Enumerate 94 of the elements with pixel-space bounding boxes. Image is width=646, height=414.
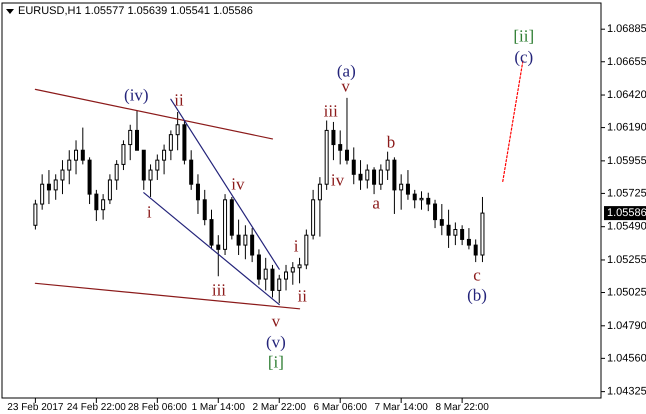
y-tick-label: 1.06885	[607, 23, 646, 36]
annotation: c	[473, 266, 482, 284]
annotation: i	[146, 202, 152, 222]
candlestick	[74, 140, 78, 175]
annotation: v	[272, 312, 281, 330]
candlestick	[318, 176, 322, 238]
candlestick	[440, 204, 444, 236]
candlestick	[108, 174, 112, 205]
candlestick	[216, 234, 220, 277]
candlestick	[284, 264, 288, 291]
candlestick	[250, 228, 254, 263]
annotation: (v)	[266, 332, 286, 352]
annotation: [ii]	[513, 26, 534, 46]
candlestick	[365, 164, 370, 189]
candlestick	[460, 224, 464, 246]
candlestick	[60, 160, 64, 195]
candlestick	[270, 264, 274, 298]
x-tick-label: 24 Feb 22:00	[66, 402, 126, 413]
candlestick	[114, 160, 119, 190]
candlestick	[176, 112, 180, 151]
candlestick	[155, 154, 160, 180]
annotation: iv	[330, 170, 345, 190]
x-tick-label: 6 Mar 06:00	[314, 402, 368, 413]
candlestick	[196, 174, 200, 214]
candlestick	[426, 192, 430, 212]
candlestick	[378, 164, 383, 190]
candlestick	[453, 222, 458, 246]
candlestick	[399, 174, 404, 210]
candlestick	[298, 257, 302, 284]
candlestick	[264, 257, 268, 291]
chart-title: EURUSD,H1 1.05577 1.05639 1.05541 1.05586	[18, 5, 253, 17]
annotation: i	[294, 236, 299, 256]
annotation: (b)	[467, 286, 487, 304]
candlestick	[338, 130, 342, 165]
y-tick-label: 1.04790	[607, 320, 646, 332]
x-tick-label: 28 Feb 06:00	[128, 402, 188, 413]
y-tick-label: 1.04325	[607, 386, 646, 398]
annotation: (iv)	[124, 86, 149, 104]
annotation: ii	[298, 286, 308, 306]
candlestick	[128, 124, 132, 161]
candlestick	[352, 146, 356, 185]
candlestick	[46, 170, 51, 205]
annotation: [i]	[268, 352, 284, 372]
candlestick	[121, 140, 126, 171]
y-tick-label: 1.06420	[607, 89, 646, 102]
candlestick	[148, 164, 153, 198]
candlestick	[372, 166, 376, 195]
y-tick-label: 1.06655	[607, 56, 646, 68]
candlestick	[54, 174, 58, 200]
candlestick	[202, 189, 207, 226]
y-tick-label: 1.04560	[607, 352, 646, 364]
candlestick	[277, 274, 282, 304]
candlestick	[101, 194, 106, 220]
candlestick	[80, 127, 85, 165]
candlestick	[94, 189, 98, 222]
candlestick	[236, 219, 241, 256]
candlestick	[67, 150, 72, 185]
candlestick	[331, 121, 336, 161]
candlestick	[446, 209, 451, 248]
annotation: a	[372, 194, 380, 212]
y-tick-label: 1.05490	[607, 220, 646, 233]
candlestick	[162, 144, 166, 175]
candlestick	[474, 238, 478, 263]
annotation: iii	[212, 280, 226, 300]
annotation: iii	[324, 102, 338, 120]
candlestick	[134, 110, 139, 151]
x-tick-label: 1 Mar 14:00	[192, 402, 246, 413]
annotation: b	[386, 132, 396, 152]
candlestick	[358, 160, 363, 190]
y-tick-label: 1.05955	[607, 154, 646, 167]
y-tick-label: 1.06190	[607, 122, 646, 134]
y-tick-label: 1.05025	[607, 286, 646, 299]
candlestick	[433, 199, 438, 229]
candlestick	[466, 228, 471, 250]
y-tick-label: 1.05255	[607, 254, 646, 266]
x-tick-label: 23 Feb 2017	[7, 402, 64, 413]
annotation: ii	[174, 90, 184, 110]
x-tick-label: 8 Mar 22:00	[435, 402, 490, 413]
candlestick	[33, 199, 38, 230]
x-tick-label: 2 Mar 22:00	[252, 402, 306, 413]
annotation: 1.05586	[607, 207, 646, 220]
candlestick	[344, 97, 349, 165]
candlestick	[290, 262, 295, 286]
y-tick-label: 1.05725	[607, 187, 646, 200]
annotation: (c)	[514, 48, 534, 66]
candlestick	[168, 130, 173, 161]
annotation: iv	[231, 174, 246, 194]
x-tick-label: 7 Mar 14:00	[374, 402, 428, 413]
candlestick	[386, 151, 390, 180]
candlestick	[406, 170, 410, 200]
candlestick	[412, 189, 417, 209]
candlestick	[243, 224, 248, 260]
candlestick	[419, 190, 424, 210]
candlestick	[40, 174, 44, 210]
